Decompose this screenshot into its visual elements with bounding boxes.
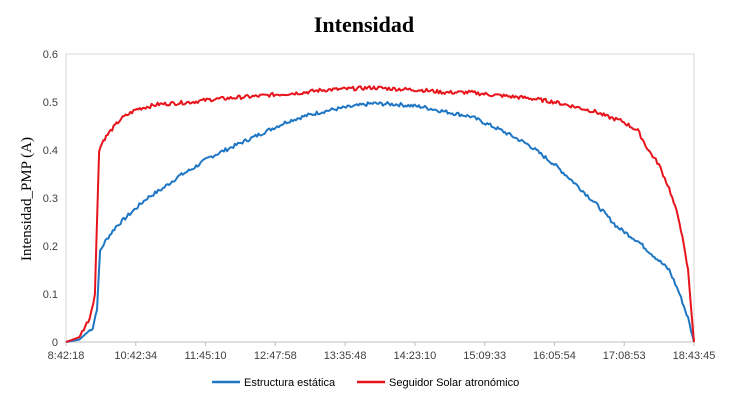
y-tick-label: 0.6 bbox=[43, 49, 58, 61]
x-tick-label: 10:42:34 bbox=[114, 350, 157, 362]
x-tick-label: 16:05:54 bbox=[533, 350, 576, 362]
y-tick-label: 0.3 bbox=[43, 193, 58, 205]
legend-label-seguidor: Seguidor Solar atronómico bbox=[389, 377, 519, 389]
x-tick-label: 8:42:18 bbox=[48, 350, 85, 362]
x-tick-label: 17:08:53 bbox=[603, 350, 646, 362]
x-tick-label: 14:23:10 bbox=[393, 350, 436, 362]
y-tick-label: 0.2 bbox=[43, 241, 58, 253]
legend: Estructura estática Seguidor Solar atron… bbox=[212, 377, 519, 389]
chart-title: Intensidad bbox=[314, 12, 414, 37]
y-tick-label: 0.5 bbox=[43, 97, 58, 109]
x-tick-label: 18:43:45 bbox=[673, 350, 716, 362]
y-tick-labels: 0 0.1 0.2 0.3 0.4 0.5 0.6 bbox=[43, 49, 58, 349]
legend-label-estructura: Estructura estática bbox=[244, 377, 336, 389]
x-tick-label: 12:47:58 bbox=[254, 350, 297, 362]
x-tick-label: 11:45:10 bbox=[185, 350, 227, 362]
x-tick-labels: 8:42:18 10:42:34 11:45:10 12:47:58 13:35:48 1… bbox=[48, 342, 716, 362]
x-tick-label: 15:09:33 bbox=[463, 350, 506, 362]
y-axis-label: Intensidad_PMP (A) bbox=[19, 137, 35, 261]
plot-area bbox=[65, 53, 695, 343]
series-line-1 bbox=[65, 85, 695, 343]
x-tick-label: 13:35:48 bbox=[324, 350, 367, 362]
series-layer bbox=[65, 85, 695, 343]
y-tick-label: 0.4 bbox=[43, 145, 58, 157]
series-line-0 bbox=[65, 101, 695, 343]
y-tick-label: 0.1 bbox=[43, 289, 58, 301]
y-tick-label: 0 bbox=[52, 337, 58, 349]
